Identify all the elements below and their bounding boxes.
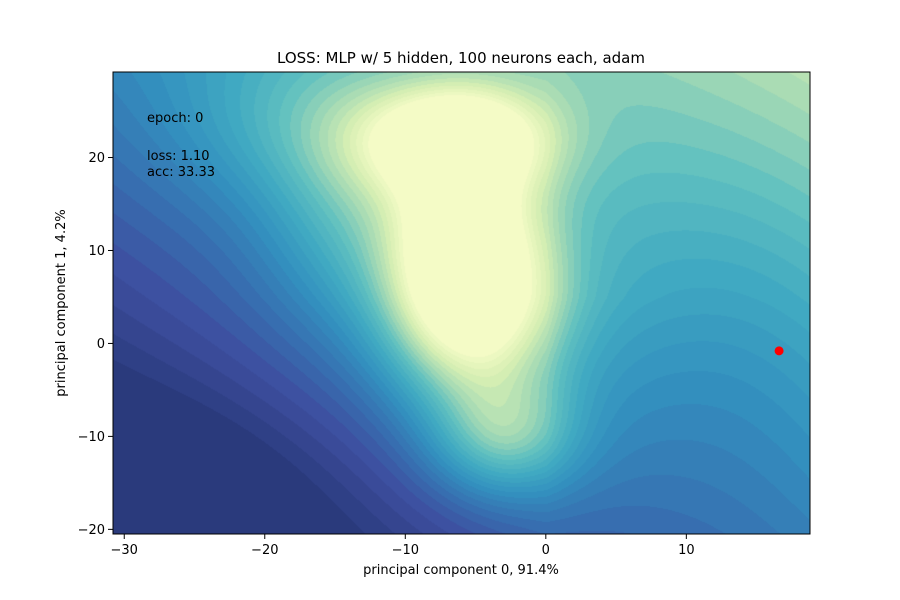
loss-label: loss: 1.10 bbox=[147, 149, 210, 164]
epoch-label: epoch: 0 bbox=[147, 111, 203, 126]
y-tick-label: 10 bbox=[88, 244, 105, 259]
contour-surface bbox=[113, 72, 810, 534]
chart-title: LOSS: MLP w/ 5 hidden, 100 neurons each,… bbox=[277, 49, 645, 67]
y-tick-label: 0 bbox=[97, 337, 105, 352]
x-tick-label: −20 bbox=[251, 543, 278, 558]
y-tick-label: −10 bbox=[78, 430, 105, 445]
y-axis-label: principal component 1, 4.2% bbox=[54, 209, 69, 396]
loss-heatmap bbox=[113, 72, 810, 534]
x-axis-label: principal component 0, 91.4% bbox=[363, 563, 559, 578]
x-axis: −30 −20 −10 0 10 bbox=[111, 534, 695, 558]
current-weights-point bbox=[774, 346, 784, 356]
x-tick-label: 10 bbox=[678, 543, 695, 558]
y-tick-label: 20 bbox=[88, 151, 105, 166]
x-tick-label: −10 bbox=[392, 543, 419, 558]
x-tick-label: 0 bbox=[542, 543, 550, 558]
y-axis: −20 −10 0 10 20 bbox=[78, 151, 113, 538]
y-tick-label: −20 bbox=[78, 523, 105, 538]
acc-label: acc: 33.33 bbox=[147, 165, 215, 180]
plot-frame bbox=[112, 71, 811, 535]
marker-layer bbox=[774, 346, 784, 356]
annotations: epoch: 0 loss: 1.10 acc: 33.33 bbox=[147, 111, 215, 180]
x-tick-label: −30 bbox=[111, 543, 138, 558]
